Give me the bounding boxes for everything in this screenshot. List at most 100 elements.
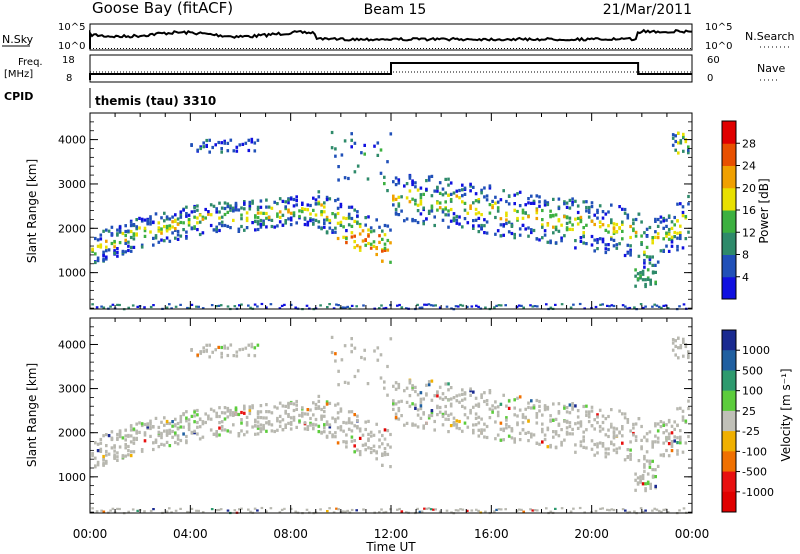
power-cell bbox=[598, 204, 602, 208]
velocity-cell bbox=[416, 408, 420, 412]
power-cell bbox=[376, 153, 380, 157]
velocity-cell bbox=[565, 420, 569, 424]
velocity-cell bbox=[102, 454, 105, 459]
power-cell bbox=[188, 307, 191, 310]
power-cell bbox=[499, 198, 503, 202]
power-cell bbox=[524, 211, 527, 215]
velocity-cell bbox=[168, 421, 172, 426]
velocity-cell bbox=[601, 414, 605, 418]
power-cell bbox=[185, 236, 188, 240]
velocity-cell bbox=[309, 421, 312, 425]
power-cell bbox=[392, 203, 395, 207]
velocity-cell bbox=[229, 408, 232, 413]
power-cell bbox=[615, 222, 619, 227]
power-cell bbox=[185, 212, 188, 216]
velocity-cell bbox=[633, 510, 636, 513]
velocity-cell bbox=[165, 421, 169, 425]
velocity-cell bbox=[673, 435, 676, 439]
power-cell bbox=[250, 140, 254, 144]
power-cell bbox=[140, 217, 144, 221]
power-cell bbox=[386, 238, 390, 243]
power-cell bbox=[127, 240, 130, 244]
power-cell bbox=[339, 220, 343, 224]
velocity-cell bbox=[280, 508, 284, 511]
power-cell bbox=[667, 232, 671, 236]
velocity-cell bbox=[238, 508, 241, 511]
velocity-cell bbox=[560, 428, 563, 432]
velocity-cell bbox=[651, 440, 654, 444]
velocity-cell bbox=[593, 427, 596, 431]
velocity-cell bbox=[353, 374, 357, 379]
power-cell bbox=[416, 209, 420, 213]
power-cell bbox=[267, 217, 271, 222]
power-cell bbox=[667, 237, 671, 241]
velocity-cell bbox=[596, 415, 599, 419]
velocity-cell bbox=[530, 432, 533, 436]
velocity-cell bbox=[604, 417, 608, 421]
velocity-cell bbox=[571, 432, 574, 436]
power-cell bbox=[576, 204, 580, 208]
velocity-cell bbox=[560, 443, 563, 447]
velocity-cell bbox=[674, 344, 677, 348]
velocity-cell bbox=[623, 458, 627, 462]
power-cell bbox=[124, 229, 127, 234]
velocity-cell bbox=[414, 385, 417, 389]
power-cell bbox=[215, 207, 218, 211]
power-cell bbox=[532, 228, 536, 233]
velocity-cell bbox=[513, 398, 516, 402]
velocity-cell bbox=[643, 463, 646, 467]
velocity-cell bbox=[347, 417, 351, 421]
velocity-cell bbox=[543, 437, 547, 442]
velocity-cell bbox=[160, 420, 163, 424]
power-cell bbox=[176, 237, 180, 241]
power-cell bbox=[269, 303, 273, 306]
power-cell bbox=[645, 234, 649, 238]
power-cell bbox=[474, 207, 478, 211]
velocity-cell bbox=[552, 402, 555, 406]
velocity-cell bbox=[140, 423, 144, 428]
power-cell bbox=[256, 138, 260, 142]
velocity-cell bbox=[681, 418, 685, 422]
velocity-cell bbox=[626, 418, 630, 422]
velocity-cell bbox=[380, 508, 383, 511]
power-cell bbox=[532, 199, 536, 203]
velocity-cell bbox=[507, 434, 511, 438]
velocity-cell bbox=[524, 431, 527, 435]
power-cell bbox=[129, 224, 133, 228]
velocity-cell bbox=[568, 432, 572, 436]
power-cell bbox=[441, 218, 445, 222]
power-cell bbox=[320, 227, 323, 231]
xtick-label: 16:00 bbox=[474, 527, 509, 541]
velocity-cell bbox=[218, 406, 221, 410]
freq-tick-high: 18 bbox=[62, 55, 75, 66]
velocity-cell bbox=[681, 415, 685, 419]
velocity-cell bbox=[474, 396, 478, 400]
power-cell bbox=[645, 245, 649, 249]
velocity-cell bbox=[215, 509, 218, 512]
velocity-cell bbox=[196, 353, 199, 357]
velocity-cell bbox=[416, 393, 420, 397]
velocity-cell bbox=[179, 507, 182, 510]
power-cell bbox=[665, 244, 668, 248]
velocity-cell bbox=[256, 410, 260, 414]
velocity-cell bbox=[334, 403, 337, 407]
power-cell bbox=[179, 234, 183, 238]
power-cell bbox=[295, 203, 298, 207]
velocity-cell bbox=[196, 432, 199, 436]
power-cell bbox=[328, 218, 332, 223]
power-cell bbox=[350, 235, 354, 239]
velocity-cell bbox=[480, 393, 483, 397]
power-cell bbox=[240, 206, 243, 210]
velocity-cell bbox=[250, 342, 254, 346]
power-cell bbox=[193, 206, 196, 210]
velocity-cell bbox=[356, 414, 359, 418]
power-cell bbox=[174, 227, 177, 231]
power-cell bbox=[383, 233, 387, 237]
power-cell bbox=[477, 198, 481, 202]
power-cell bbox=[654, 235, 657, 239]
velocity-cell bbox=[135, 422, 138, 426]
velocity-cell bbox=[135, 436, 138, 440]
power-cell bbox=[363, 143, 366, 147]
power-cell bbox=[124, 250, 127, 254]
power-cell bbox=[419, 212, 423, 216]
